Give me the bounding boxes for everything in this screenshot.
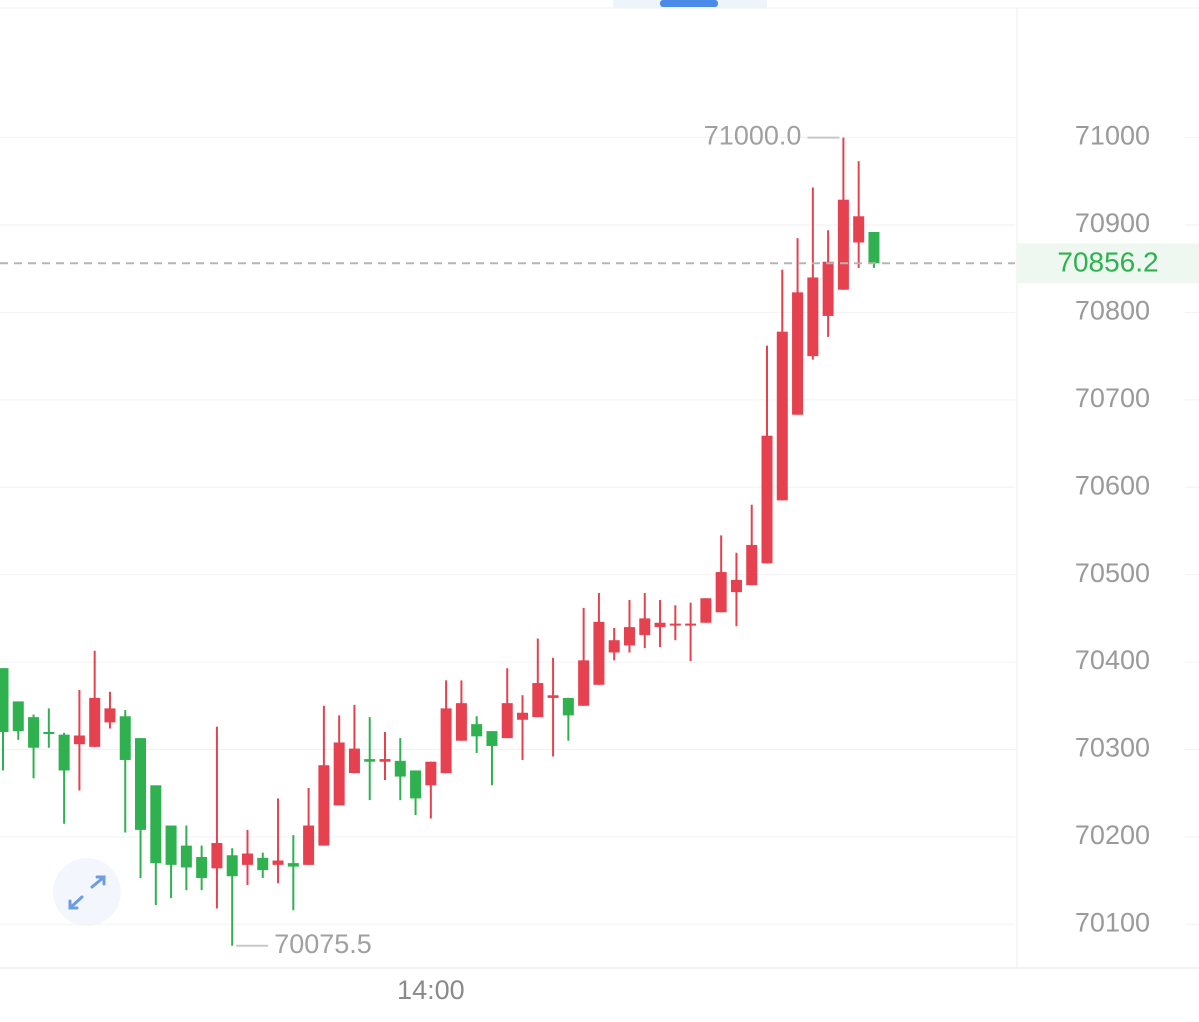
candle-body	[486, 731, 498, 746]
y-tick-label: 70500	[1075, 558, 1150, 588]
candle-body	[639, 618, 651, 635]
candle-body	[196, 856, 208, 878]
candle-body	[379, 759, 391, 762]
candle-body	[746, 544, 758, 586]
candle-body	[287, 863, 299, 867]
candle-body	[669, 623, 681, 626]
candle-body	[685, 623, 697, 626]
y-tick-label: 70800	[1075, 296, 1150, 326]
candle-body	[807, 277, 819, 357]
y-tick-label: 70100	[1075, 907, 1150, 937]
candle-body	[394, 760, 406, 777]
candle-body	[562, 697, 574, 716]
candle-body	[211, 843, 223, 869]
candle-body	[58, 734, 70, 771]
candle-body	[837, 199, 849, 290]
candle-body	[654, 622, 666, 628]
candle-body	[43, 731, 55, 734]
candle-body	[364, 759, 376, 762]
y-tick-label: 70900	[1075, 208, 1150, 238]
candle-body	[12, 701, 24, 732]
candle-body	[578, 660, 590, 706]
candle-body	[440, 708, 452, 774]
candle-body	[0, 668, 9, 732]
candle-body	[517, 712, 529, 720]
candle-body	[547, 695, 559, 698]
candle-body	[822, 261, 834, 316]
x-tick-label: 14:00	[397, 975, 465, 1005]
candle-body	[303, 825, 315, 865]
candle-body	[715, 572, 727, 613]
y-tick-label: 70300	[1075, 733, 1150, 763]
candle-body	[180, 845, 192, 868]
annotation-label: 70075.5	[274, 929, 372, 959]
candle-body	[593, 621, 605, 685]
candle-body	[776, 331, 788, 501]
tab-indicator[interactable]	[660, 0, 718, 7]
candle-body	[150, 785, 162, 864]
y-tick-label: 70600	[1075, 470, 1150, 500]
candle-body	[501, 703, 513, 739]
candle-body	[730, 579, 742, 593]
candle-body	[119, 716, 131, 760]
candle-body	[623, 627, 635, 646]
candle-body	[761, 435, 773, 564]
candle-body	[348, 748, 360, 774]
expand-button[interactable]	[53, 858, 121, 926]
candle-body	[226, 855, 238, 877]
y-tick-label: 71000	[1075, 121, 1150, 151]
last-price-box	[1018, 243, 1199, 284]
y-tick-label: 70200	[1075, 820, 1150, 850]
candle-body	[257, 857, 269, 871]
candle-body	[318, 765, 330, 846]
expand-bg[interactable]	[53, 858, 121, 926]
candle-body	[532, 683, 544, 718]
last-price-label: 70856.2	[1057, 247, 1158, 278]
expand-icon[interactable]	[68, 875, 106, 910]
candle-body	[425, 761, 437, 786]
candle-body	[455, 703, 467, 741]
candle-body	[792, 292, 804, 415]
candle-body	[333, 742, 345, 806]
candle-body	[241, 853, 253, 865]
candle-body	[608, 640, 620, 653]
candle-body	[471, 724, 483, 737]
candle-body	[410, 770, 422, 799]
candle-body	[135, 738, 147, 830]
y-tick-label: 70700	[1075, 383, 1150, 413]
y-tick-label: 70400	[1075, 645, 1150, 675]
candle-body	[700, 598, 712, 623]
candle-body	[853, 216, 865, 243]
candle-body	[89, 697, 101, 747]
candle-body	[165, 825, 177, 865]
candle-body	[104, 708, 116, 723]
candle-body	[28, 717, 40, 748]
candle-body	[73, 735, 85, 745]
candle-body	[868, 232, 880, 264]
annotation-label: 71000.0	[704, 121, 802, 151]
candle-body	[272, 860, 284, 865]
